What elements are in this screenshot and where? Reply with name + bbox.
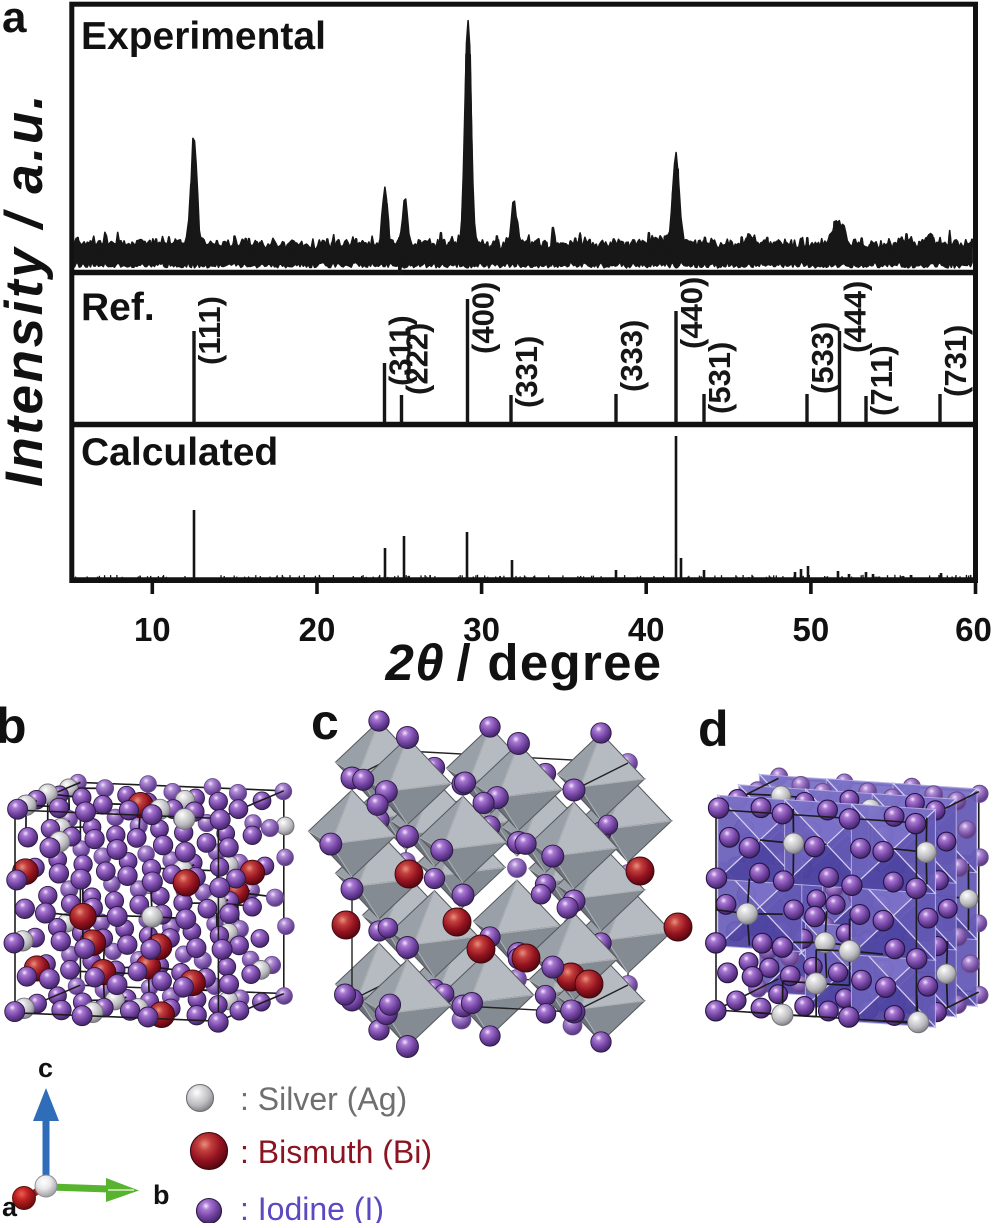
svg-text:: Silver (Ag): : Silver (Ag) bbox=[240, 1081, 407, 1117]
svg-text:(533): (533) bbox=[805, 322, 840, 394]
svg-text:60: 60 bbox=[955, 611, 992, 648]
svg-text:10: 10 bbox=[134, 611, 171, 648]
svg-text:(444): (444) bbox=[838, 281, 873, 353]
svg-text:(333): (333) bbox=[614, 320, 649, 392]
svg-text:: Bismuth (Bi): : Bismuth (Bi) bbox=[240, 1134, 432, 1170]
svg-text:(111): (111) bbox=[192, 296, 227, 365]
svg-text:Intensity / a.u.: Intensity / a.u. bbox=[0, 92, 54, 487]
svg-text:c: c bbox=[38, 1053, 53, 1083]
svg-text:(711): (711) bbox=[864, 345, 899, 416]
svg-text:c: c bbox=[311, 694, 339, 750]
svg-text:(400): (400) bbox=[466, 282, 501, 354]
svg-text:(222): (222) bbox=[400, 323, 435, 395]
svg-text:(531): (531) bbox=[702, 342, 737, 414]
svg-text:a: a bbox=[2, 0, 27, 42]
svg-text:50: 50 bbox=[793, 611, 830, 648]
svg-text:Experimental: Experimental bbox=[81, 15, 326, 58]
svg-text:Calculated: Calculated bbox=[81, 431, 278, 474]
svg-text:(731): (731) bbox=[938, 325, 973, 397]
svg-text:Ref.: Ref. bbox=[81, 286, 155, 329]
svg-text:b: b bbox=[0, 698, 27, 754]
svg-text:(331): (331) bbox=[509, 336, 544, 408]
svg-text:: Iodine (I): : Iodine (I) bbox=[240, 1191, 384, 1223]
svg-text:(440): (440) bbox=[674, 277, 709, 349]
svg-text:b: b bbox=[153, 1180, 170, 1210]
svg-text:a: a bbox=[2, 1192, 18, 1222]
svg-text:20: 20 bbox=[299, 611, 336, 648]
svg-text:d: d bbox=[698, 701, 729, 757]
svg-text:2θ / degree: 2θ / degree bbox=[385, 634, 663, 691]
